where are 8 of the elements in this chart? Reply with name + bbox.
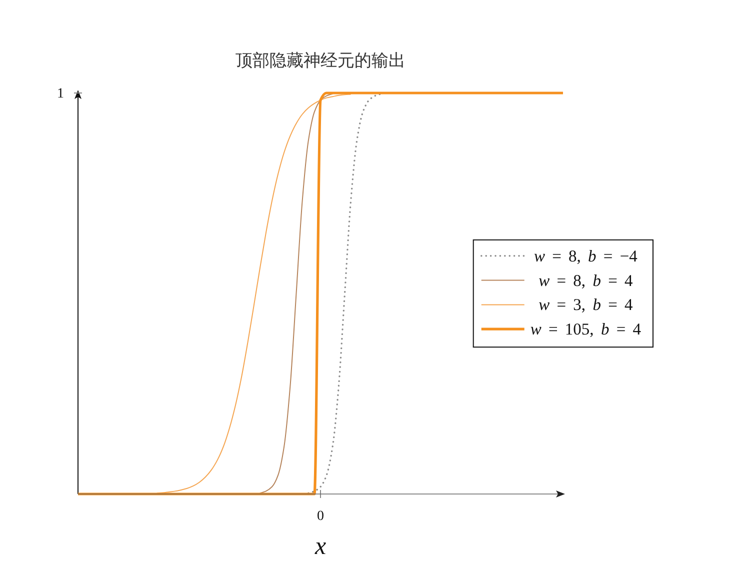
legend-label: w = 8, b = −4 xyxy=(534,246,638,266)
annotation: 0 xyxy=(317,490,324,524)
xlabel: x xyxy=(314,533,326,560)
legend-label: w = 3, b = 4 xyxy=(538,295,633,314)
legend-label: w = 8, b = 4 xyxy=(538,270,633,290)
annotation: 1 xyxy=(57,86,82,102)
title: 顶部隐藏神经元的输出 xyxy=(236,51,406,70)
legend-label: w = 105, b = 4 xyxy=(530,320,641,339)
